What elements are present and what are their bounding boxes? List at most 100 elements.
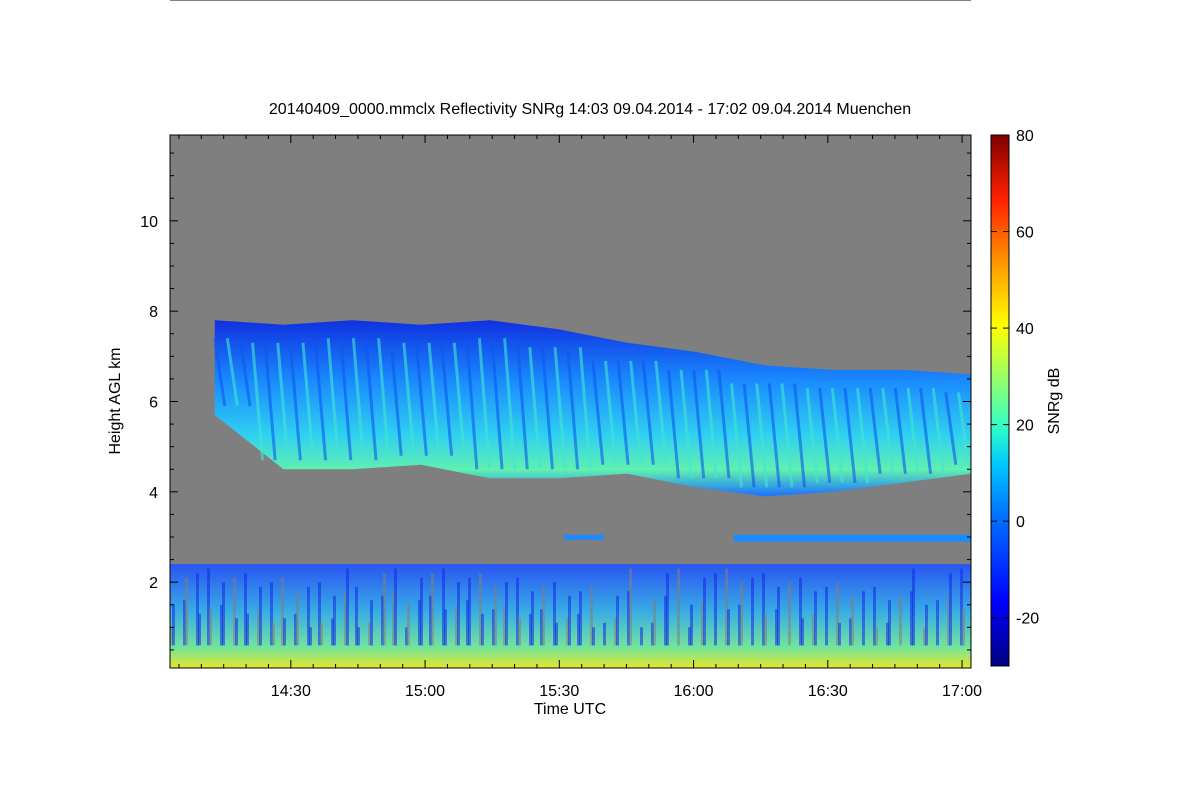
fall-streak: [566, 347, 580, 470]
clutter-speckle: [381, 595, 384, 646]
fall-streak: [540, 347, 554, 470]
clutter-speckle: [503, 604, 506, 646]
fall-streak: [956, 392, 970, 465]
fall-streak: [881, 387, 895, 474]
clutter-speckle: [566, 618, 569, 646]
clutter-speckle: [873, 586, 876, 646]
clutter-speckle: [640, 627, 643, 646]
clutter-speckle: [912, 568, 915, 646]
clutter-speckle: [244, 573, 247, 646]
fall-streak: [225, 338, 239, 407]
fall-streak: [793, 383, 807, 488]
clutter-speckle: [801, 618, 804, 646]
clutter-speckle: [851, 595, 854, 646]
clutter-speckle: [812, 613, 815, 646]
clutter-speckle: [836, 582, 839, 646]
colorbar-tick-label: 80: [1016, 128, 1034, 145]
fall-streak: [465, 338, 479, 470]
clutter-speckle: [764, 613, 767, 646]
clutter-speckle: [383, 573, 386, 646]
clutter-speckle: [270, 582, 273, 646]
clutter-speckle: [296, 591, 299, 646]
clutter-speckle: [888, 600, 891, 646]
clutter-speckle: [518, 618, 521, 646]
fall-streak: [364, 338, 378, 461]
fall-streak: [389, 342, 403, 456]
clutter-speckle: [407, 604, 410, 646]
clutter-speckle: [170, 627, 173, 646]
clutter-speckle: [466, 600, 469, 646]
clutter-speckle: [220, 604, 223, 646]
clutter-speckle: [727, 609, 730, 646]
clutter-speckle: [209, 609, 212, 646]
clutter-speckle: [418, 600, 421, 646]
y-tick-label: 6: [149, 395, 158, 412]
fall-streak: [856, 387, 870, 483]
clutter-speckle: [838, 622, 841, 646]
fall-streak: [377, 338, 391, 461]
fall-streak: [339, 338, 353, 461]
clutter-speckle: [590, 586, 593, 646]
fall-streak: [326, 338, 340, 461]
clutter-speckle: [455, 604, 458, 646]
colorbar-tick-label: 40: [1016, 321, 1034, 338]
upper-cloud: [214, 320, 971, 497]
fall-streak: [351, 338, 365, 461]
fall-streak: [515, 338, 529, 470]
fall-streak: [692, 369, 706, 479]
fall-streak: [528, 347, 542, 470]
clutter-speckle: [444, 609, 447, 646]
clutter-speckle: [320, 622, 323, 646]
clutter-speckle: [222, 582, 225, 646]
clutter-speckle: [257, 609, 260, 646]
clutter-speckle: [949, 573, 952, 646]
fall-streak: [805, 387, 819, 483]
clutter-speckle: [775, 609, 778, 646]
data-layer: [170, 320, 971, 668]
clutter-speckle: [690, 604, 693, 646]
clutter-speckle: [198, 613, 201, 646]
clutter-speckle: [405, 627, 408, 646]
fall-streak: [629, 360, 643, 465]
clutter-speckle: [235, 618, 238, 646]
clutter-speckle: [849, 618, 852, 646]
clutter-speckle: [947, 595, 950, 646]
fall-streak: [780, 383, 794, 488]
y-tick-label: 10: [140, 214, 158, 231]
clutter-speckle: [627, 591, 630, 646]
clutter-speckle: [814, 591, 817, 646]
fall-streak: [868, 387, 882, 474]
fall-streak: [452, 342, 466, 456]
clutter-speckle: [629, 568, 632, 646]
clutter-speckle: [592, 627, 595, 646]
fall-streak: [931, 387, 945, 474]
fall-streak: [704, 369, 718, 479]
fall-streak: [427, 342, 441, 456]
clutter-speckle: [579, 591, 582, 646]
x-tick-label: 16:30: [808, 683, 848, 700]
clutter-speckle: [923, 627, 926, 646]
fall-streak: [578, 347, 592, 470]
clutter-speckle: [355, 586, 358, 646]
clutter-speckle: [479, 573, 482, 646]
clutter-speckle: [468, 577, 471, 646]
clutter-speckle: [516, 577, 519, 646]
clutter-speckle: [886, 622, 889, 646]
clutter-speckle: [714, 573, 717, 646]
clutter-speckle: [577, 613, 580, 646]
fall-streak: [276, 342, 290, 461]
colorbar-tick-label: 0: [1016, 514, 1025, 531]
clutter-speckle: [962, 609, 965, 646]
clutter-speckle: [701, 600, 704, 646]
x-tick-label: 15:30: [539, 683, 579, 700]
clutter-speckle: [207, 568, 210, 646]
fall-streak: [767, 383, 781, 488]
colorbar-label: SNRg dB: [1046, 368, 1063, 435]
fall-streak: [667, 369, 680, 479]
clutter-speckle: [281, 577, 284, 646]
clutter-speckle: [725, 568, 728, 646]
clutter-speckle: [540, 609, 543, 646]
clutter-speckle: [172, 604, 175, 646]
fall-streak: [755, 383, 769, 488]
